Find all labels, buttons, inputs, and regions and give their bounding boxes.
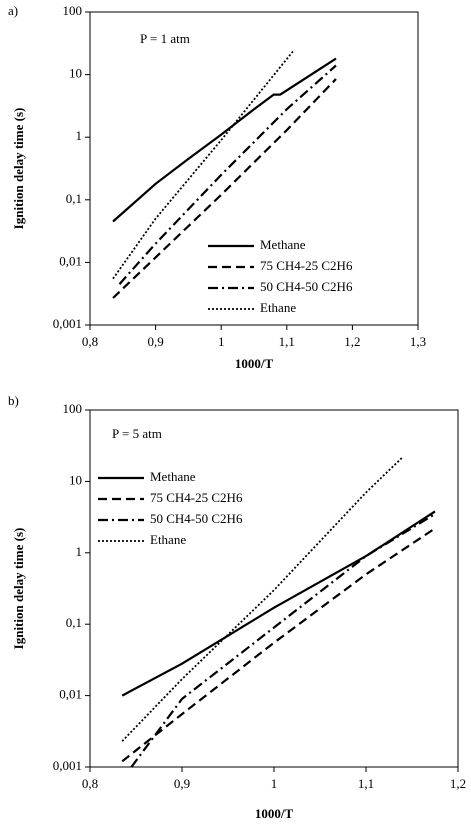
- y-tick-label: 1: [76, 544, 83, 559]
- x-tick-label: 1,1: [358, 776, 374, 791]
- legend-label: Methane: [150, 469, 196, 484]
- y-tick-label: 0,01: [59, 687, 82, 702]
- annotation: P = 1 atm: [140, 31, 190, 46]
- x-tick-label: 1: [218, 334, 225, 349]
- annotation: P = 5 atm: [112, 426, 162, 441]
- y-tick-label: 0,01: [59, 253, 82, 268]
- legend-label: 75 CH4-25 C2H6: [260, 258, 353, 273]
- y-tick-label: 0,001: [53, 316, 82, 331]
- x-tick-label: 1,2: [344, 334, 360, 349]
- y-axis-label: Ignition delay time (s): [11, 108, 26, 230]
- x-tick-label: 0,9: [174, 776, 190, 791]
- series-line: [112, 50, 295, 280]
- y-tick-label: 10: [69, 472, 82, 487]
- x-tick-label: 1,3: [410, 334, 426, 349]
- legend-label: 50 CH4-50 C2H6: [150, 511, 243, 526]
- y-tick-label: 10: [69, 66, 82, 81]
- y-axis-label: Ignition delay time (s): [11, 528, 26, 650]
- y-tick-label: 0,1: [66, 191, 82, 206]
- x-tick-label: 1: [271, 776, 278, 791]
- x-tick-label: 0,9: [147, 334, 163, 349]
- series-line: [130, 513, 436, 768]
- legend-label: 50 CH4-50 C2H6: [260, 279, 353, 294]
- plot-frame: [89, 11, 419, 326]
- y-tick-label: 1: [76, 128, 83, 143]
- series-line: [118, 64, 337, 285]
- y-tick-label: 0,001: [53, 758, 82, 773]
- series-line: [121, 456, 404, 742]
- plot-frame: [89, 409, 459, 768]
- panel-label: a): [8, 3, 18, 18]
- panel-label: b): [8, 393, 19, 408]
- x-tick-label: 1,1: [279, 334, 295, 349]
- legend-label: Ethane: [150, 532, 186, 547]
- x-tick-label: 1,2: [450, 776, 466, 791]
- x-tick-label: 0,8: [82, 334, 98, 349]
- y-tick-label: 100: [63, 401, 83, 416]
- legend-label: 75 CH4-25 C2H6: [150, 490, 243, 505]
- y-tick-label: 100: [63, 3, 83, 18]
- series-line: [121, 527, 436, 763]
- legend-label: Ethane: [260, 300, 296, 315]
- y-tick-label: 0,1: [66, 615, 82, 630]
- legend-label: Methane: [260, 237, 306, 252]
- x-axis-label: 1000/T: [255, 806, 294, 821]
- x-tick-label: 0,8: [82, 776, 98, 791]
- x-axis-label: 1000/T: [235, 356, 274, 371]
- series-line: [112, 57, 337, 223]
